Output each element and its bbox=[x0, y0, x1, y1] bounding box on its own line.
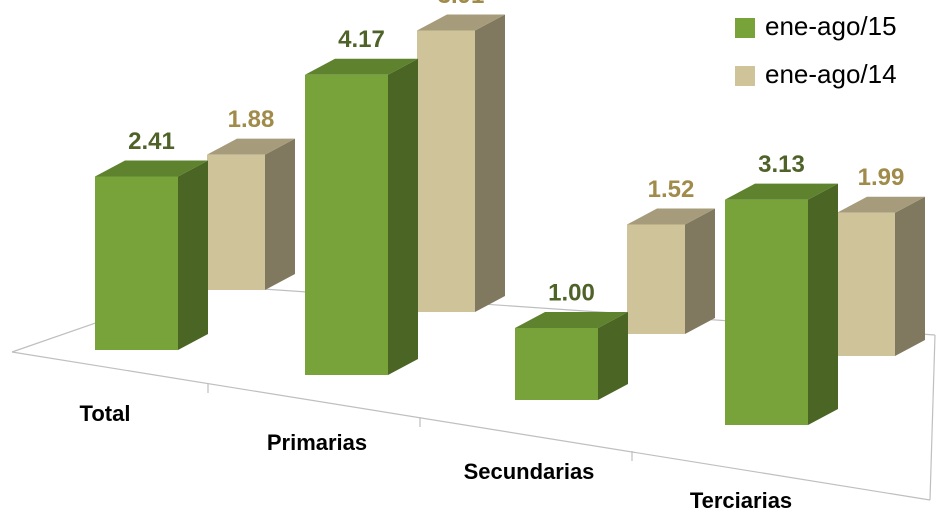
bar-front bbox=[305, 74, 388, 375]
bar-top bbox=[417, 14, 505, 31]
bar-top bbox=[95, 160, 208, 177]
bar-front bbox=[95, 176, 178, 350]
bar-side bbox=[808, 183, 838, 425]
bar-front bbox=[515, 328, 598, 400]
x-tick-label: Secundarias bbox=[464, 459, 595, 484]
bar-side bbox=[265, 138, 295, 290]
bar-side bbox=[685, 208, 715, 334]
bar-side bbox=[388, 58, 418, 375]
value-label: 3.13 bbox=[758, 151, 805, 178]
bar bbox=[515, 312, 628, 400]
bar-top bbox=[207, 138, 295, 155]
bar-side bbox=[475, 14, 505, 312]
x-tick-label: Primarias bbox=[267, 430, 367, 455]
bar bbox=[305, 58, 418, 375]
bar bbox=[837, 196, 925, 356]
bar bbox=[95, 160, 208, 350]
value-label: 3.91 bbox=[438, 0, 485, 9]
value-label: 1.99 bbox=[858, 164, 905, 191]
bar-front bbox=[837, 212, 895, 356]
bar-top bbox=[515, 312, 628, 328]
legend-swatch bbox=[735, 66, 755, 86]
bar bbox=[627, 208, 715, 334]
bar-top bbox=[305, 58, 418, 75]
bar-top bbox=[725, 183, 838, 200]
x-tick-label: Terciarias bbox=[690, 488, 792, 513]
legend-swatch bbox=[735, 18, 755, 38]
value-label: 2.41 bbox=[128, 128, 175, 155]
bar-top bbox=[837, 196, 925, 213]
value-label: 1.88 bbox=[228, 106, 275, 133]
bar-front bbox=[417, 30, 475, 312]
bar-front bbox=[725, 199, 808, 425]
value-label: 1.00 bbox=[548, 279, 595, 306]
bar-side bbox=[178, 160, 208, 350]
bar-front bbox=[207, 154, 265, 290]
bar-front bbox=[627, 224, 685, 334]
bar bbox=[725, 183, 838, 425]
x-tick-label: Total bbox=[80, 401, 131, 426]
value-label: 4.17 bbox=[338, 26, 385, 53]
bar-top bbox=[627, 208, 715, 225]
bar bbox=[417, 14, 505, 312]
bar-side bbox=[895, 196, 925, 356]
legend-label: ene-ago/15 bbox=[765, 11, 897, 41]
bar bbox=[207, 138, 295, 290]
value-label: 1.52 bbox=[648, 176, 695, 203]
bar-side bbox=[598, 312, 628, 400]
legend-label: ene-ago/14 bbox=[765, 59, 897, 89]
